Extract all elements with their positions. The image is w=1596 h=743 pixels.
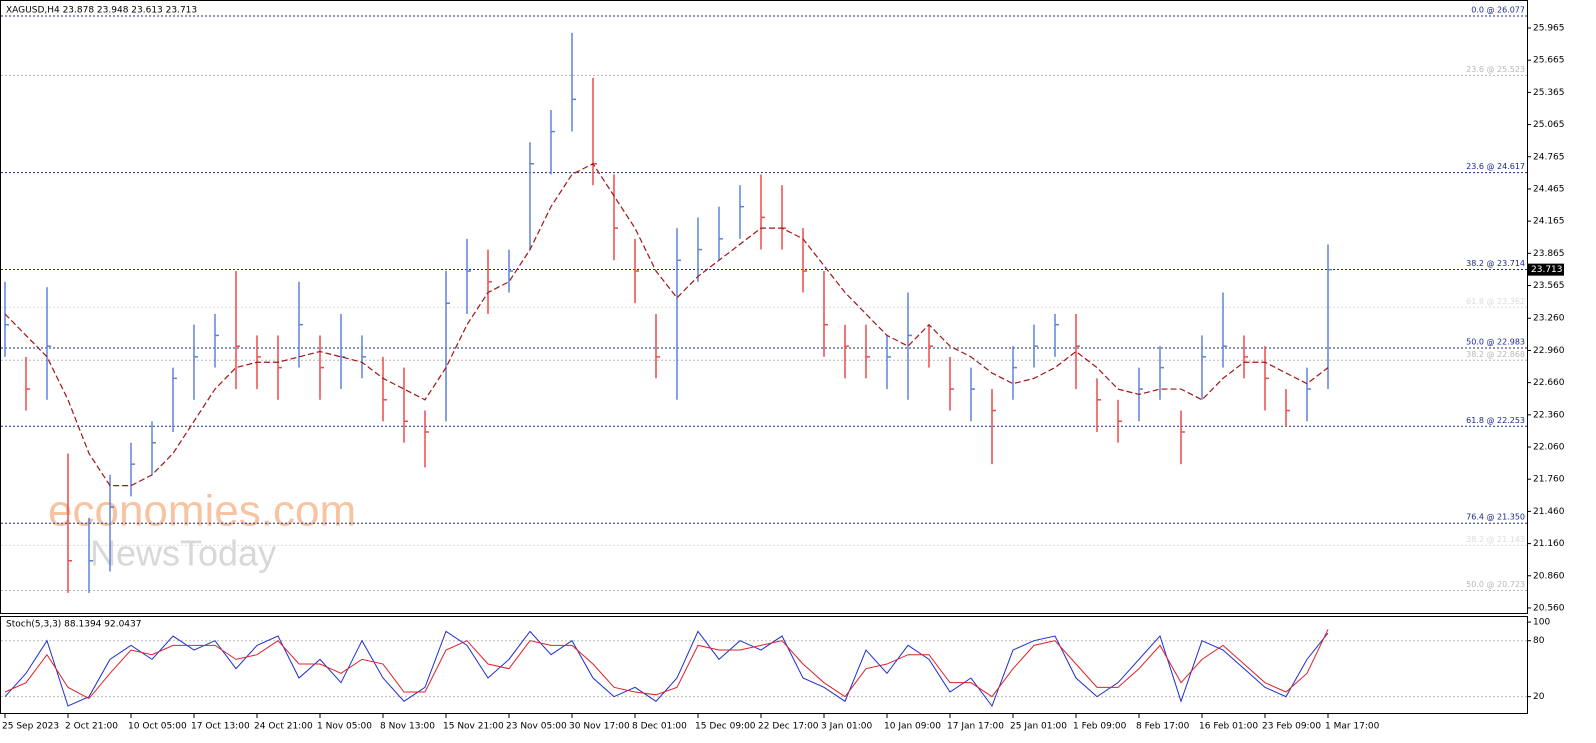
y-tick-label: 20 bbox=[1533, 692, 1545, 702]
y-tick-label: 21.460 bbox=[1533, 507, 1565, 517]
x-tick-label: 10 Jan 09:00 bbox=[884, 722, 941, 732]
watermark-text: economies.com bbox=[48, 487, 356, 536]
y-tick-label: 22.660 bbox=[1533, 378, 1565, 388]
x-tick-label: 23 Feb 09:00 bbox=[1262, 722, 1321, 732]
fib-label: 38.2 @ 23.714 bbox=[1466, 259, 1525, 268]
fib-label: 61.8 @ 23.362 bbox=[1466, 297, 1525, 306]
y-tick-label: 22.960 bbox=[1533, 346, 1565, 356]
y-tick-label: 25.365 bbox=[1533, 88, 1565, 98]
fib-label: 0.0 @ 26.077 bbox=[1471, 5, 1525, 14]
y-tick-label: 20.860 bbox=[1533, 571, 1565, 581]
stoch-title: Stoch(5,3,3) 88.1394 92.0437 bbox=[6, 620, 141, 630]
price-title: XAGUSD,H4 23.878 23.948 23.613 23.713 bbox=[6, 6, 197, 16]
stoch-line bbox=[4, 629, 1329, 700]
y-tick-label: 23.865 bbox=[1533, 249, 1565, 259]
stoch-panel bbox=[0, 616, 1528, 714]
x-tick-label: 15 Nov 21:00 bbox=[443, 722, 504, 732]
y-tick-label: 24.765 bbox=[1533, 152, 1565, 162]
fib-label: 23.6 @ 24.617 bbox=[1466, 162, 1525, 171]
y-tick-label: 25.965 bbox=[1533, 24, 1565, 34]
x-tick-label: 25 Jan 01:00 bbox=[1010, 722, 1067, 732]
price-panel bbox=[0, 0, 1528, 614]
x-tick-label: 8 Nov 13:00 bbox=[380, 722, 435, 732]
fib-label: 76.4 @ 21.350 bbox=[1466, 513, 1525, 522]
y-tick-label: 21.760 bbox=[1533, 475, 1565, 485]
last-price-tag bbox=[1528, 263, 1564, 276]
fib-label: 38.2 @ 21.143 bbox=[1466, 535, 1525, 544]
x-tick-label: 25 Sep 2023 bbox=[2, 722, 59, 732]
x-tick-label: 22 Dec 17:00 bbox=[758, 722, 819, 732]
y-tick-label: 23.565 bbox=[1533, 281, 1565, 291]
y-tick-label: 22.360 bbox=[1533, 410, 1565, 420]
fib-label: 23.6 @ 25.523 bbox=[1466, 65, 1525, 74]
x-tick-label: 8 Feb 17:00 bbox=[1136, 722, 1190, 732]
fib-label: 61.8 @ 22.253 bbox=[1466, 416, 1525, 425]
x-tick-label: 1 Mar 17:00 bbox=[1325, 722, 1380, 732]
watermark-text: NewsToday bbox=[90, 533, 276, 574]
y-tick-label: 22.060 bbox=[1533, 443, 1565, 453]
x-tick-label: 17 Jan 17:00 bbox=[947, 722, 1004, 732]
y-tick-label: 100 bbox=[1533, 618, 1550, 628]
x-tick-label: 3 Jan 01:00 bbox=[821, 722, 873, 732]
y-tick-label: 25.065 bbox=[1533, 120, 1565, 130]
y-tick-label: 20.560 bbox=[1533, 603, 1565, 613]
stoch-line bbox=[4, 630, 1329, 708]
last-price: 23.713 bbox=[1531, 265, 1563, 275]
fib-label: 50.0 @ 20.723 bbox=[1466, 580, 1525, 589]
x-tick-label: 15 Dec 09:00 bbox=[695, 722, 756, 732]
x-tick-label: 10 Oct 05:00 bbox=[128, 722, 187, 732]
x-tick-label: 1 Nov 05:00 bbox=[317, 722, 372, 732]
y-tick-label: 21.160 bbox=[1533, 539, 1565, 549]
watermark: economies.com NewsToday bbox=[48, 487, 356, 574]
x-tick-label: 17 Oct 13:00 bbox=[191, 722, 250, 732]
y-tick-label: 25.665 bbox=[1533, 56, 1565, 66]
fib-label: 38.2 @ 22.868 bbox=[1466, 350, 1525, 359]
fib-label: 50.0 @ 22.983 bbox=[1466, 337, 1525, 346]
y-tick-label: 23.260 bbox=[1533, 314, 1565, 324]
x-tick-label: 23 Nov 05:00 bbox=[506, 722, 567, 732]
x-tick-label: 8 Dec 01:00 bbox=[632, 722, 687, 732]
y-tick-label: 24.165 bbox=[1533, 217, 1565, 227]
moving-average bbox=[4, 162, 1329, 487]
y-tick-label: 80 bbox=[1533, 636, 1545, 646]
y-tick-label: 24.465 bbox=[1533, 184, 1565, 194]
x-tick-label: 1 Feb 09:00 bbox=[1073, 722, 1127, 732]
x-tick-label: 24 Oct 21:00 bbox=[254, 722, 313, 732]
x-tick-label: 16 Feb 01:00 bbox=[1199, 722, 1258, 732]
x-tick-label: 30 Nov 17:00 bbox=[569, 722, 630, 732]
x-tick-label: 2 Oct 21:00 bbox=[65, 722, 118, 732]
